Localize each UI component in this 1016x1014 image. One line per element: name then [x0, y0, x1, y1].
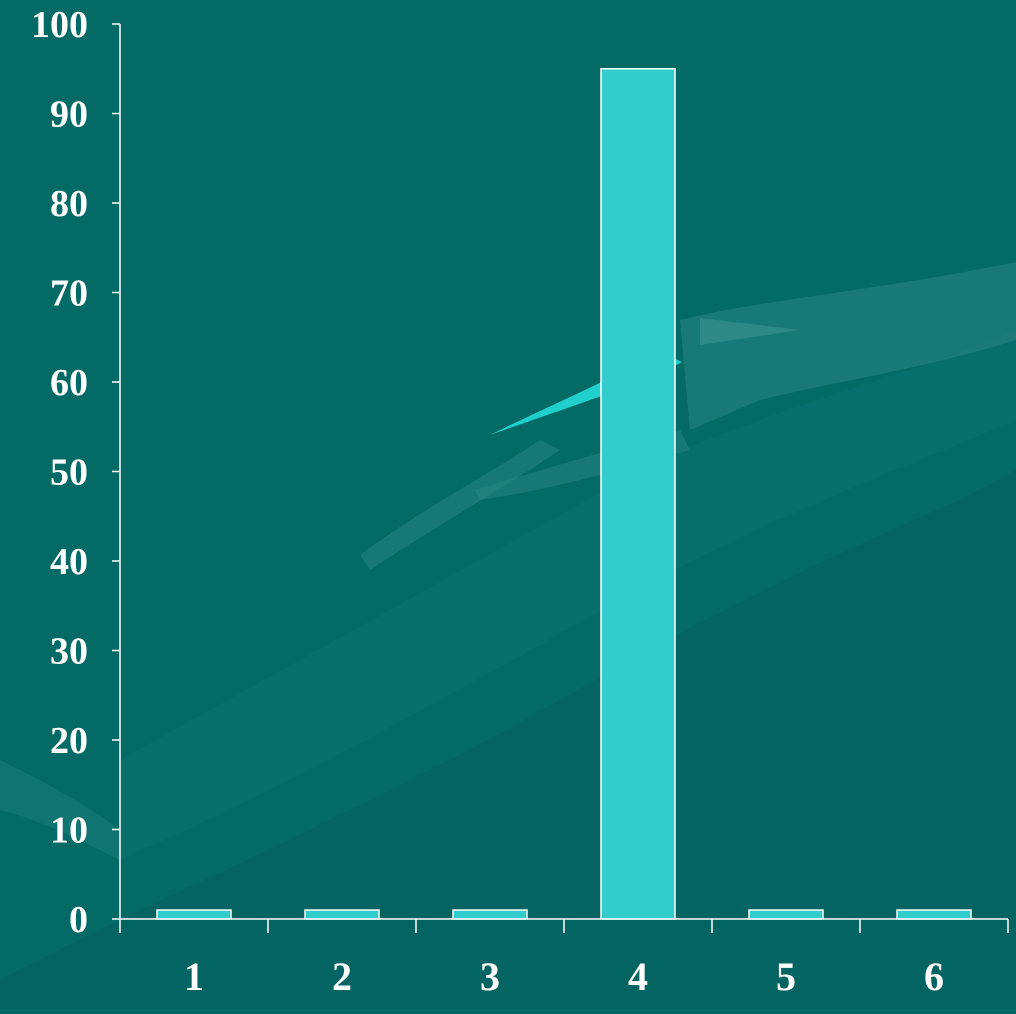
bar	[452, 909, 528, 920]
bar	[600, 68, 676, 920]
y-tick-label: 100	[31, 4, 88, 46]
plot-area: 0 10 20 30 40 50 60 70 80 90 100 1 2 3 4 5 6	[31, 4, 1009, 999]
bar	[304, 909, 380, 920]
y-tick-label: 60	[50, 362, 88, 404]
y-tick-label: 20	[50, 720, 88, 762]
background-decoration	[0, 262, 1016, 1009]
x-tick-label: 2	[332, 954, 352, 999]
bar	[748, 909, 824, 920]
x-tick-label: 5	[776, 954, 796, 999]
y-tick-label: 70	[50, 273, 88, 315]
x-tick-label: 4	[628, 954, 648, 999]
bar	[156, 909, 232, 920]
y-tick-label: 90	[50, 94, 88, 136]
y-tick-label: 10	[50, 810, 88, 852]
y-tick-label: 40	[50, 541, 88, 583]
y-tick-label: 80	[50, 183, 88, 225]
y-tick-label: 30	[50, 631, 88, 673]
x-tick-label: 6	[924, 954, 944, 999]
x-tick-label: 1	[184, 954, 204, 999]
bar	[896, 909, 972, 920]
x-tick-label: 3	[480, 954, 500, 999]
y-tick-label: 50	[50, 452, 88, 494]
y-tick-label: 0	[69, 899, 88, 941]
